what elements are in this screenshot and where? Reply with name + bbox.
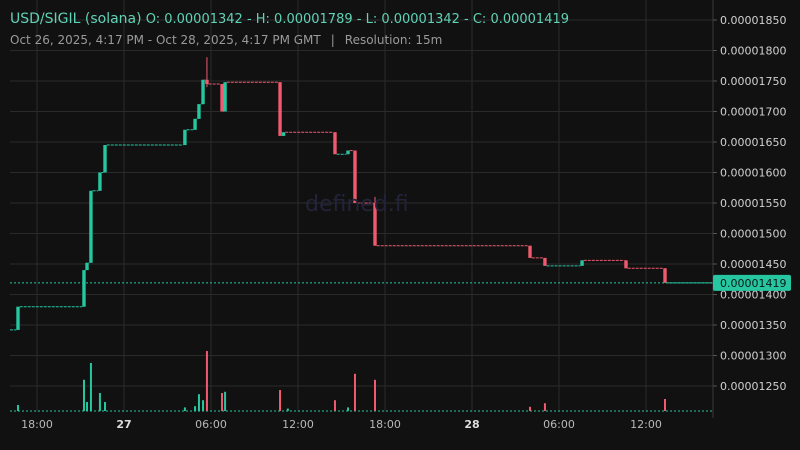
- y-tick-label: 0.00001600: [720, 167, 786, 180]
- y-tick-label: 0.00001650: [720, 136, 786, 149]
- candle-4: [98, 172, 102, 191]
- candle-12: [223, 82, 227, 112]
- volume-bar: [17, 405, 20, 411]
- x-tick-label: 18:00: [21, 418, 53, 431]
- chart-header: USD/SIGIL (solana) O: 0.00001342 - H: 0.…: [10, 11, 569, 27]
- candle-10: [205, 79, 209, 85]
- candle-14: [281, 132, 286, 136]
- y-tick-label: 0.00001850: [720, 14, 786, 27]
- volume-bar: [86, 402, 89, 411]
- volume-bar: [279, 390, 282, 411]
- volume-bar: [98, 393, 101, 411]
- volume-bar: [194, 406, 197, 411]
- ohlc-values: O: 0.00001342 - H: 0.00001789 - L: 0.000…: [145, 12, 570, 27]
- volume-bar: [529, 406, 531, 411]
- y-tick-label: 0.00001500: [720, 228, 786, 241]
- candle-20: [543, 257, 547, 266]
- candle-8: [197, 104, 201, 119]
- candle-9: [201, 79, 205, 105]
- candle-5: [103, 145, 107, 173]
- y-tick-label: 0.00001450: [720, 258, 786, 271]
- candle-21: [580, 260, 584, 266]
- volume-bar: [543, 403, 546, 411]
- y-axis[interactable]: 0.00001850 0.00001800 0.00001750 0.00001700…: [713, 14, 786, 393]
- volume-bar: [224, 391, 227, 411]
- candle-3: [89, 190, 93, 263]
- volume-bar: [89, 363, 92, 411]
- last-price-badge: [713, 274, 791, 291]
- volume-bar: [373, 379, 376, 411]
- y-tick-label: 0.00001800: [720, 45, 786, 58]
- candle-2: [85, 262, 89, 271]
- candle-16: [346, 150, 350, 155]
- candle-17: [353, 150, 357, 203]
- candle-1: [82, 270, 86, 307]
- candle-15: [333, 132, 337, 155]
- y-tick-label: 0.00001350: [720, 319, 786, 332]
- x-tick-label: 06:00: [543, 418, 575, 431]
- volume-bar: [82, 379, 85, 411]
- watermark: defined.fi: [305, 192, 409, 217]
- pair-name: USD/SIGIL (solana): [10, 11, 142, 27]
- volume-bar: [663, 399, 666, 411]
- candle-7: [193, 118, 197, 130]
- candle-22: [624, 260, 628, 269]
- candle-6: [183, 129, 187, 146]
- volume-bar: [333, 400, 336, 411]
- volume-bar: [183, 407, 186, 411]
- x-tick-label: 06:00: [195, 418, 227, 431]
- x-tick-label: 12:00: [630, 418, 662, 431]
- resolution[interactable]: Resolution: 15m: [344, 33, 443, 47]
- y-tick-label: 0.00001300: [720, 350, 786, 363]
- volume-bar: [205, 351, 208, 411]
- last-price-marker: 0.00001419: [10, 274, 791, 291]
- volume-bar: [202, 400, 205, 411]
- candle-18: [373, 203, 377, 246]
- candle-19: [528, 245, 532, 258]
- y-tick-label: 0.00001700: [720, 106, 786, 119]
- grid: [10, 0, 713, 412]
- x-axis[interactable]: 18:00 27 06:00 12:00 18:00 28 06:00 12:00: [21, 418, 662, 431]
- candle-13: [278, 82, 282, 136]
- volume-bars: [10, 351, 713, 412]
- y-tick-label: 0.00001400: [720, 289, 786, 302]
- y-tick-label: 0.00001750: [720, 75, 786, 88]
- volume-bar: [347, 407, 350, 411]
- candle-23: [663, 268, 667, 283]
- x-tick-label: 12:00: [282, 418, 314, 431]
- volume-bar: [286, 408, 289, 411]
- separator: |: [330, 33, 335, 47]
- x-tick-label: 27: [116, 418, 131, 431]
- y-tick-label: 0.00001550: [720, 197, 786, 210]
- volume-bar: [197, 394, 200, 411]
- volume-bar: [104, 402, 107, 411]
- volume-bar: [353, 373, 356, 411]
- y-tick-label: 0.00001250: [720, 380, 786, 393]
- x-tick-label: 18:00: [369, 418, 401, 431]
- x-tick-label: 28: [464, 418, 479, 431]
- date-range: Oct 26, 2025, 4:17 PM - Oct 28, 2025, 4:…: [10, 33, 321, 47]
- last-price-label: 0.00001419: [720, 277, 786, 290]
- candles: [10, 57, 713, 331]
- volume-bar: [221, 393, 224, 411]
- candle-11: [220, 84, 224, 112]
- chart-subheader: Oct 26, 2025, 4:17 PM - Oct 28, 2025, 4:…: [10, 33, 442, 47]
- candle-0: [16, 306, 20, 330]
